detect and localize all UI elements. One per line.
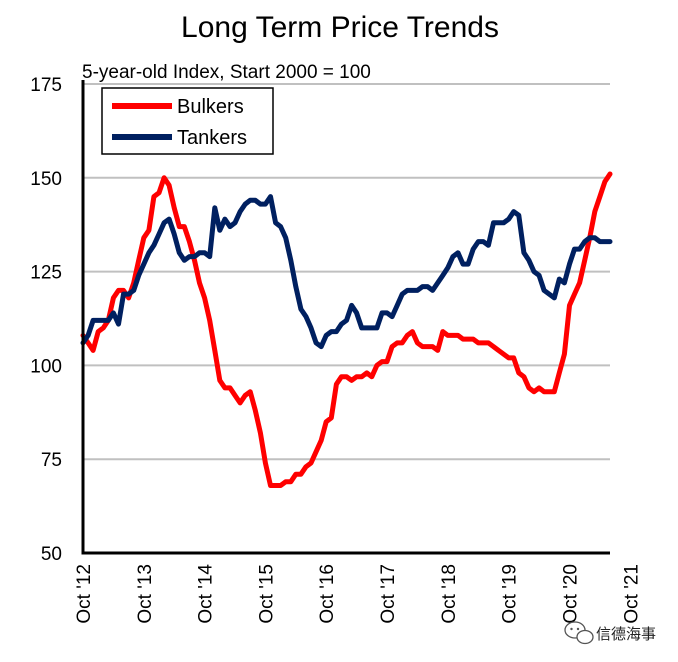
wechat-icon	[564, 621, 594, 645]
series-lines	[80, 171, 613, 488]
y-tick-label: 75	[41, 450, 62, 471]
y-tick-label: 50	[41, 544, 62, 565]
y-tick-label: 125	[30, 263, 62, 284]
x-tick-label: Oct '12	[74, 564, 95, 624]
x-tick-label: Oct '18	[439, 564, 460, 624]
x-tick-label: Oct '17	[378, 564, 399, 624]
legend-label-tankers: Tankers	[177, 127, 247, 149]
x-tick-label: Oct '19	[500, 564, 521, 624]
series-line-tankers	[80, 194, 613, 350]
x-tick-label: Oct '16	[317, 564, 338, 624]
watermark-text: 信德海事	[596, 625, 656, 643]
y-axis-ticks: 50 75 100 125 150 175	[30, 75, 62, 565]
axes	[81, 80, 610, 555]
x-tick-label: Oct '21	[621, 564, 642, 624]
chart-title: Long Term Price Trends	[181, 11, 499, 44]
y-tick-label: 150	[30, 169, 62, 190]
y-tick-label: 175	[30, 75, 62, 96]
x-tick-label: Oct '20	[560, 564, 581, 624]
x-tick-label: Oct '14	[196, 564, 217, 624]
x-tick-label: Oct '13	[135, 564, 156, 624]
legend-box	[101, 87, 274, 155]
grid	[83, 83, 610, 461]
series-line-bulkers	[80, 171, 613, 488]
x-axis-ticks: Oct '12 Oct '13 Oct '14 Oct '15 Oct '16 Oct '…	[74, 564, 642, 624]
legend: Bulkers Tankers	[101, 87, 274, 155]
watermark: 信德海事	[564, 621, 656, 645]
chart-subtitle: 5-year-old Index, Start 2000 = 100	[82, 62, 371, 83]
legend-label-bulkers: Bulkers	[177, 96, 244, 118]
x-tick-label: Oct '15	[256, 564, 277, 624]
y-tick-label: 100	[30, 356, 62, 377]
